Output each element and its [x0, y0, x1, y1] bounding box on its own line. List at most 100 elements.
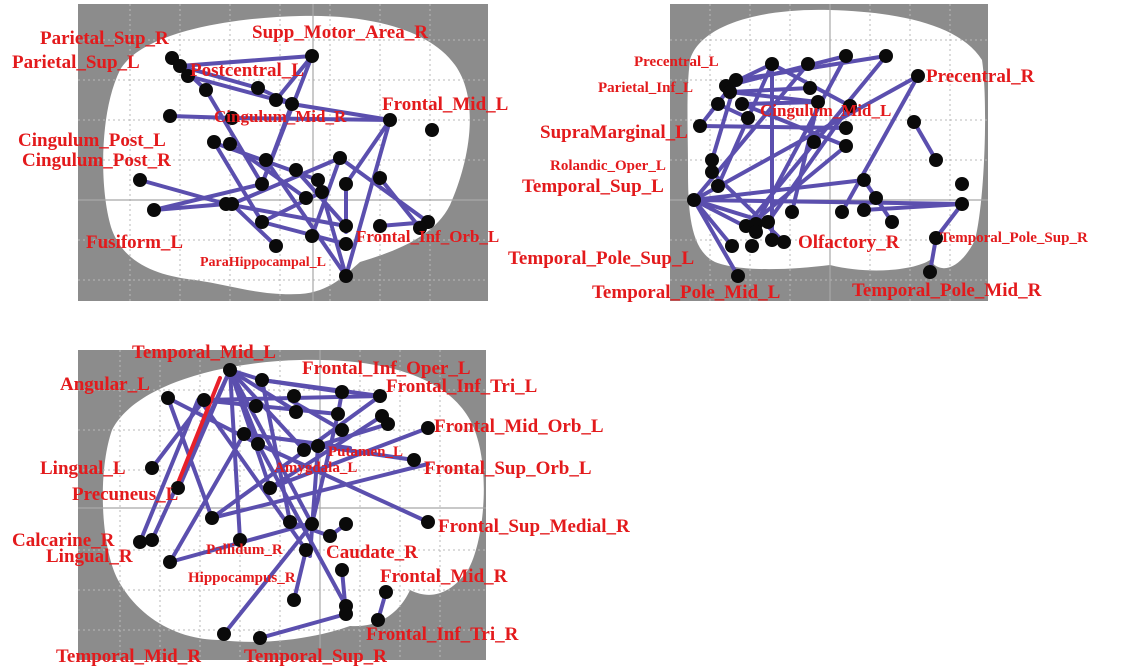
- region-node: [225, 197, 239, 211]
- region-node: [741, 111, 755, 125]
- connection-edge: [766, 104, 852, 224]
- region-label: Cingulum_Post_L: [18, 130, 166, 151]
- region-node: [287, 593, 301, 607]
- region-node: [425, 123, 439, 137]
- connection-edge: [268, 414, 384, 490]
- region-label: Frontal_Inf_Tri_R: [366, 624, 519, 645]
- region-node: [907, 115, 921, 129]
- grid-3: [78, 350, 486, 660]
- region-node: [923, 265, 937, 279]
- region-node: [173, 59, 187, 73]
- region-node: [297, 443, 311, 457]
- region-node: [197, 393, 211, 407]
- region-label: Temporal_Sup_R: [244, 646, 387, 667]
- connection-edge: [256, 442, 430, 524]
- region-label: Fusiform_L: [86, 232, 183, 253]
- region-label: Temporal_Mid_R: [56, 646, 201, 667]
- region-node: [885, 215, 899, 229]
- region-node: [373, 389, 387, 403]
- region-node: [705, 153, 719, 167]
- connection-edge: [264, 158, 348, 278]
- region-node: [693, 119, 707, 133]
- region-node: [711, 179, 725, 193]
- connection-edge: [224, 202, 348, 228]
- region-node: [857, 203, 871, 217]
- region-node: [857, 173, 871, 187]
- region-node: [749, 225, 763, 239]
- region-node: [237, 427, 251, 441]
- region-label: Frontal_Mid_L: [382, 94, 508, 115]
- region-node: [311, 439, 325, 453]
- region-node: [729, 73, 743, 87]
- connection-edge: [692, 198, 734, 248]
- region-node: [373, 171, 387, 185]
- region-node: [251, 437, 265, 451]
- connection-edge: [210, 394, 382, 520]
- region-node: [259, 153, 273, 167]
- region-node: [171, 481, 185, 495]
- region-node: [331, 407, 345, 421]
- region-node: [285, 97, 299, 111]
- connection-edge: [288, 398, 344, 432]
- region-node: [335, 423, 349, 437]
- region-node: [811, 95, 825, 109]
- connection-edge: [138, 398, 200, 544]
- region-node: [223, 137, 237, 151]
- region-node: [163, 109, 177, 123]
- region-label: Frontal_Inf_Orb_L: [356, 227, 499, 246]
- region-label: Postcentral_L: [190, 60, 304, 81]
- nodes-1: [133, 49, 439, 283]
- nodes-3: [133, 363, 435, 645]
- region-label: Temporal_Pole_Sup_L: [508, 248, 694, 269]
- region-label: Cingulum_Mid_L: [760, 101, 891, 120]
- region-node: [725, 239, 739, 253]
- region-node: [835, 205, 849, 219]
- region-node: [777, 235, 791, 249]
- region-node: [407, 453, 421, 467]
- region-label: Precentral_R: [926, 66, 1035, 87]
- labels-3: Temporal_Mid_L Frontal_Inf_Oper_L Angula…: [12, 342, 630, 667]
- connection-edge: [320, 190, 348, 278]
- region-label: ParaHippocampal_L: [200, 255, 326, 270]
- region-node: [223, 363, 237, 377]
- connection-edge: [692, 178, 866, 202]
- connection-edge: [204, 88, 264, 186]
- region-node: [163, 555, 177, 569]
- region-node: [339, 517, 353, 531]
- region-label: Temporal_Mid_L: [132, 342, 276, 363]
- connection-edge: [344, 118, 392, 186]
- region-node: [339, 237, 353, 251]
- nodes-2: [687, 49, 969, 283]
- connection-edge: [274, 54, 314, 102]
- connection-edge: [912, 120, 938, 162]
- region-node: [225, 111, 239, 125]
- connection-edge: [260, 378, 344, 394]
- region-node: [413, 221, 427, 235]
- region-node: [181, 69, 195, 83]
- region-label: Parietal_Inf_L: [598, 80, 693, 96]
- region-node: [253, 631, 267, 645]
- connection-edge: [212, 140, 264, 224]
- region-node: [843, 99, 857, 113]
- region-node: [251, 81, 265, 95]
- region-node: [785, 205, 799, 219]
- connection-edge: [692, 74, 920, 202]
- region-label: Olfactory_R: [798, 232, 900, 253]
- connection-edge: [230, 156, 342, 206]
- region-node: [765, 233, 779, 247]
- region-label: Frontal_Inf_Tri_L: [386, 376, 537, 397]
- region-node: [339, 607, 353, 621]
- region-label: SupraMarginal_L: [540, 122, 688, 143]
- connection-edge: [242, 432, 352, 450]
- connection-edge: [754, 144, 848, 222]
- region-node: [929, 153, 943, 167]
- connection-edge: [934, 202, 964, 240]
- connection-edge: [378, 176, 422, 230]
- connection-edge: [260, 102, 294, 186]
- region-label: Angular_L: [60, 374, 150, 395]
- region-node: [335, 385, 349, 399]
- region-label: Temporal_Pole_Mid_L: [592, 282, 780, 303]
- connection-edge: [258, 612, 348, 640]
- region-label: Caudate_R: [326, 542, 418, 563]
- region-label: Amygdala_L: [274, 460, 357, 476]
